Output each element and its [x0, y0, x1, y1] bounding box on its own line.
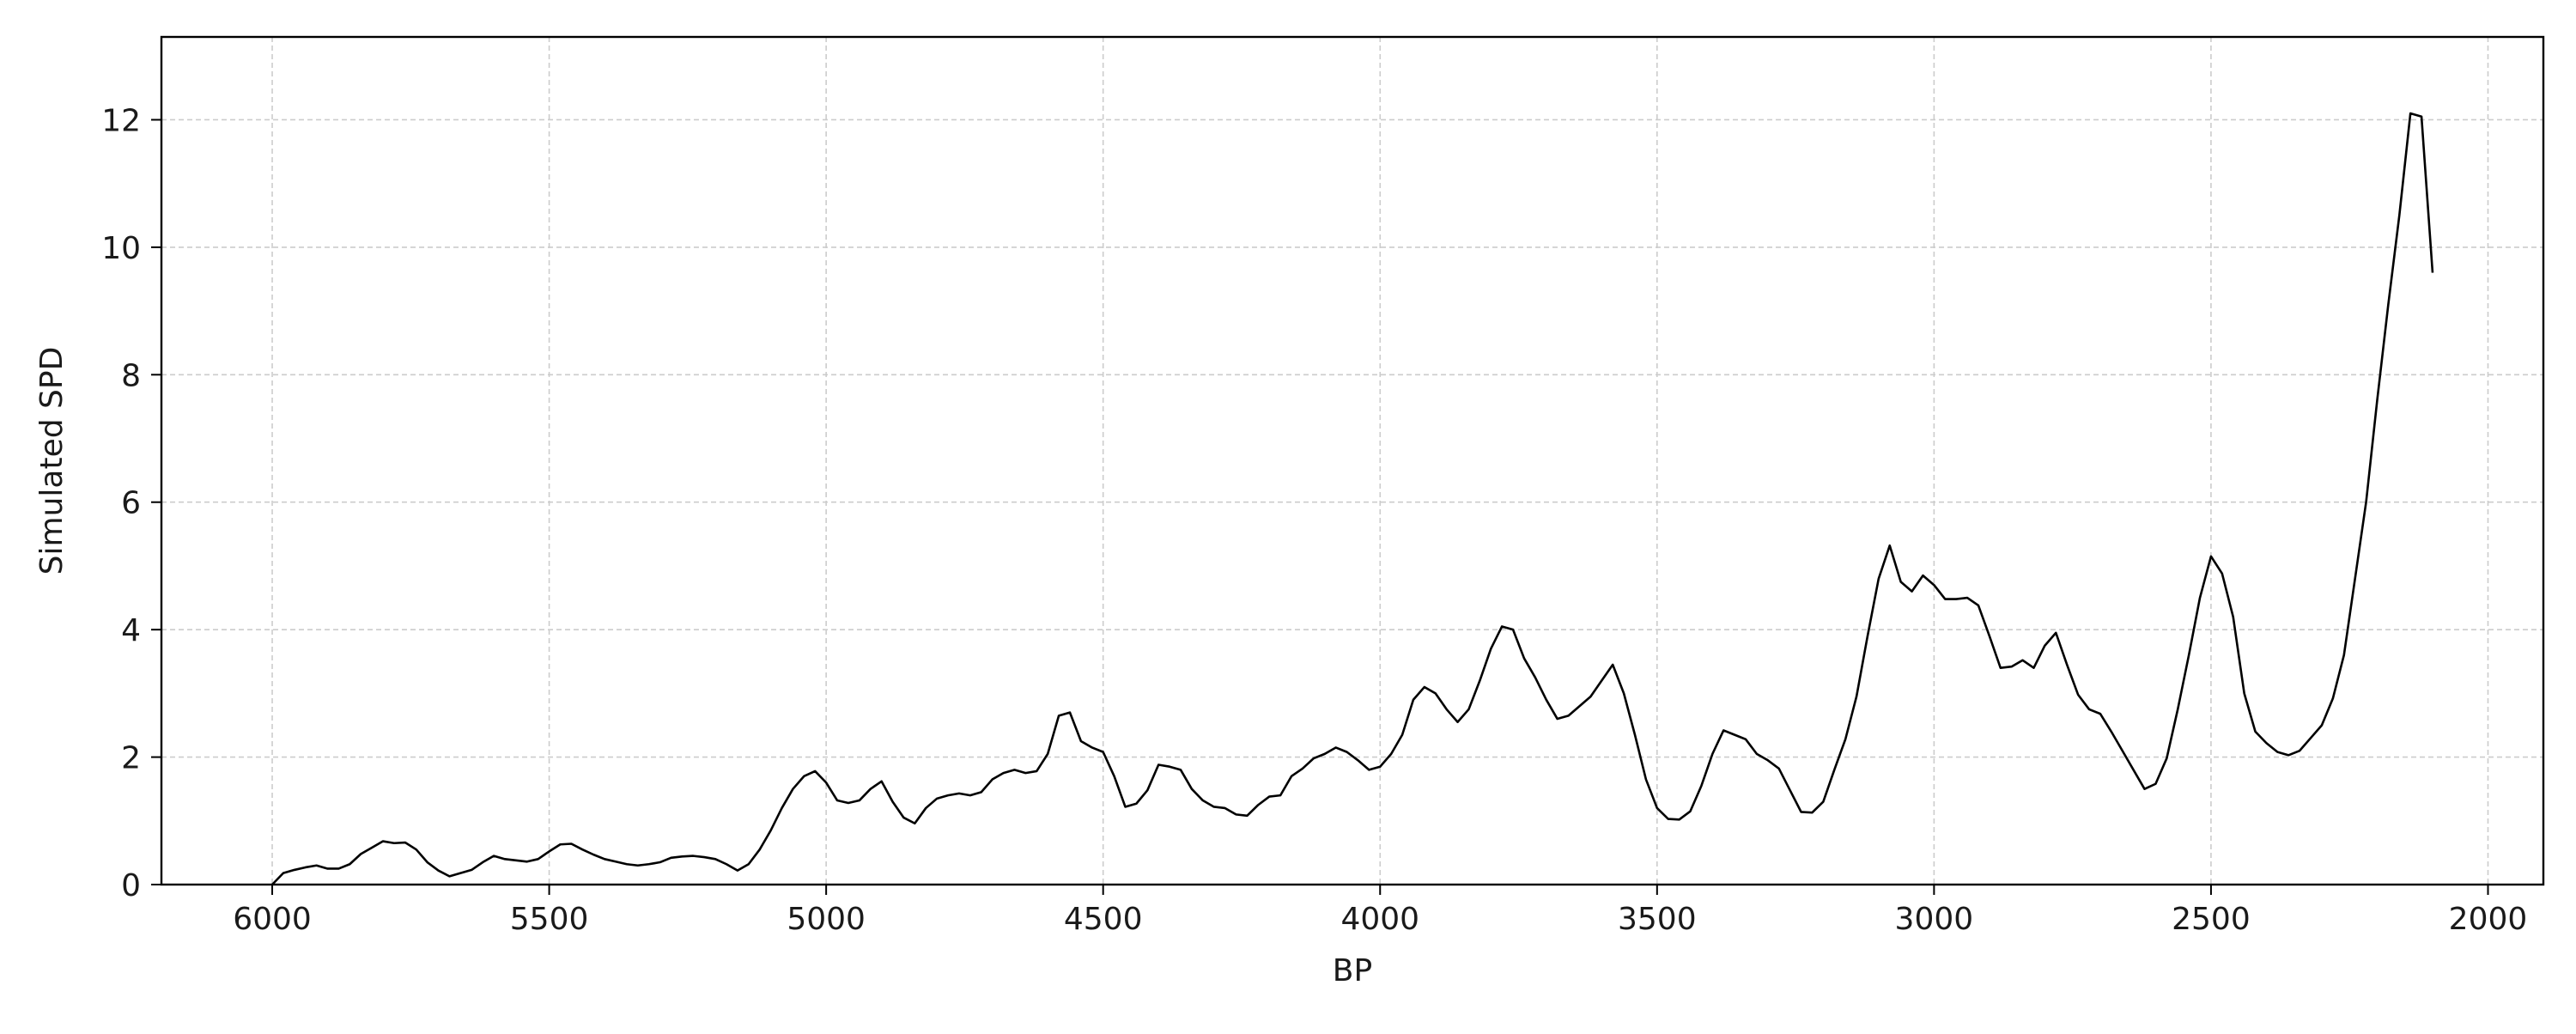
grid — [161, 37, 2543, 885]
y-tick-label: 12 — [101, 103, 141, 138]
y-tick-label: 0 — [121, 868, 141, 903]
x-tick-label: 4000 — [1340, 902, 1419, 937]
y-axis-ticks: 0 2 4 6 8 10 12 — [101, 103, 161, 903]
x-tick-label: 3500 — [1618, 902, 1697, 937]
x-tick-label: 2500 — [2172, 902, 2251, 937]
plot-frame — [160, 35, 2545, 886]
x-tick-label: 3000 — [1895, 902, 1974, 937]
series-layer — [271, 112, 2434, 885]
y-tick-label: 2 — [121, 741, 141, 776]
y-tick-label: 8 — [121, 358, 141, 393]
x-axis-label: BP — [1333, 953, 1372, 988]
x-tick-label: 5500 — [510, 902, 589, 937]
y-tick-label: 10 — [101, 231, 141, 266]
x-tick-label: 2000 — [2449, 902, 2528, 937]
y-axis-label: Simulated SPD — [34, 347, 70, 575]
y-tick-label: 4 — [121, 613, 141, 648]
x-tick-label: 4500 — [1064, 902, 1143, 937]
x-tick-label: 5000 — [787, 902, 866, 937]
x-axis-ticks: 6000 5500 5000 4500 4000 3500 3000 2500 2000 — [233, 885, 2527, 937]
y-tick-label: 6 — [121, 486, 141, 521]
series-line — [271, 112, 2434, 885]
x-tick-label: 6000 — [233, 902, 312, 937]
